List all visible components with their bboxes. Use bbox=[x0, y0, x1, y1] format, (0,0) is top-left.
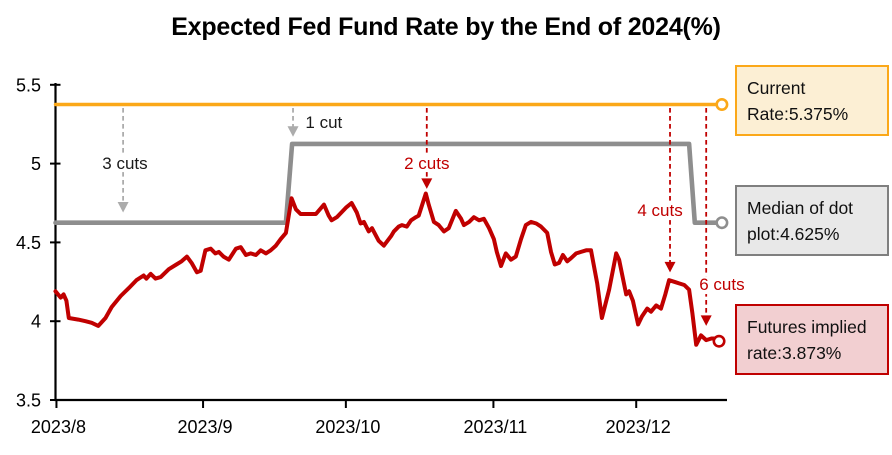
annotation-3-cuts: 3 cuts bbox=[99, 154, 151, 173]
svg-text:4: 4 bbox=[31, 312, 41, 332]
legend-futures-implied-rate: Futures implied rate:3.873% bbox=[735, 304, 889, 375]
legend-median-dot-plot-line1: Median of dot bbox=[747, 198, 854, 218]
legend-current-rate-line1: Current bbox=[747, 78, 806, 98]
legend-median-dot-plot: Median of dot plot:4.625% bbox=[735, 185, 889, 256]
svg-text:2023/8: 2023/8 bbox=[31, 417, 86, 437]
annotation-2-cuts: 2 cuts bbox=[401, 154, 453, 173]
annotation-6-cuts: 6 cuts bbox=[696, 276, 748, 294]
svg-text:4.5: 4.5 bbox=[16, 233, 41, 253]
legend-median-dot-plot-line2: plot:4.625% bbox=[747, 224, 840, 244]
svg-text:2023/9: 2023/9 bbox=[178, 417, 233, 437]
legend-futures-implied-rate-line1: Futures implied bbox=[747, 317, 867, 337]
svg-text:5: 5 bbox=[31, 154, 41, 174]
legend-futures-implied-rate-line2: rate:3.873% bbox=[747, 343, 842, 363]
legend-current-rate: Current Rate:5.375% bbox=[735, 65, 889, 136]
svg-text:2023/12: 2023/12 bbox=[606, 417, 671, 437]
annotation-4-cuts: 4 cuts bbox=[634, 202, 686, 220]
legend-current-rate-line2: Rate:5.375% bbox=[747, 104, 849, 124]
svg-text:2023/11: 2023/11 bbox=[464, 417, 528, 437]
svg-text:5.5: 5.5 bbox=[16, 75, 41, 95]
svg-text:2023/10: 2023/10 bbox=[315, 417, 380, 437]
svg-text:3.5: 3.5 bbox=[16, 391, 41, 411]
chart-title: Expected Fed Fund Rate by the End of 202… bbox=[171, 13, 721, 41]
annotation-1-cut: 1 cut bbox=[305, 112, 343, 132]
